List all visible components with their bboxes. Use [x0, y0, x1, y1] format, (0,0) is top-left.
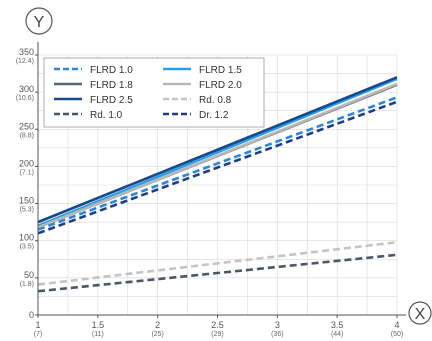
legend-label: FLRD 1.0: [90, 65, 133, 76]
series-lines: [37, 76, 398, 293]
series-line: [37, 96, 398, 231]
legend-label: Rd. 0.8: [199, 95, 232, 106]
tick-labels: 0 50(1.8) 100(3.5) 150(5.3) 200(7.1) 250(8.8)…: [16, 47, 404, 338]
y-tick-sublabel: (7.1): [20, 169, 34, 176]
series-line: [37, 82, 398, 229]
legend: FLRD 1.0 FLRD 1.5 FLRD 1.8 FLRD 2.0 FLRD 2.5…: [43, 57, 265, 128]
x-tick-label: 2: [155, 320, 160, 330]
x-tick-label: 1.5: [92, 320, 105, 330]
y-tick-label: 150: [19, 196, 34, 206]
series-line: [37, 76, 398, 224]
y-tick-sublabel: (8.8): [20, 132, 34, 139]
x-tick-label: 1: [35, 320, 40, 330]
x-tick-sublabel: (44): [331, 331, 343, 338]
y-tick-label: 200: [19, 158, 34, 168]
x-axis-letter: X: [415, 306, 426, 323]
x-tick-sublabel: (25): [151, 331, 163, 338]
legend-label: FLRD 2.0: [199, 80, 242, 91]
x-tick-sublabel: (50): [391, 331, 403, 338]
y-tick-sublabel: (5.3): [20, 207, 34, 214]
y-tick-sublabel: (3.5): [20, 244, 34, 251]
x-tick-label: 4: [394, 320, 399, 330]
y-axis-letter: Y: [34, 14, 45, 31]
y-axis-circle: [25, 7, 53, 35]
x-axis-circle: [408, 301, 432, 325]
x-tick-sublabel: (36): [271, 331, 283, 338]
legend-label: Dr. 1.2: [199, 110, 229, 121]
y-tick-sublabel: (10.6): [16, 95, 34, 102]
series-line: [37, 253, 398, 293]
series-line: [37, 77, 398, 228]
x-tick-sublabel: (11): [92, 331, 104, 338]
y-tick-sublabel: (12.4): [16, 58, 34, 65]
x-axis-marker: X: [408, 301, 432, 325]
y-axis-marker: Y: [25, 7, 53, 35]
series-line: [37, 100, 398, 235]
x-tick-label: 3.5: [331, 320, 344, 330]
series-line: [37, 240, 398, 286]
y-tick-sublabel: (1.8): [20, 281, 34, 288]
y-tick-label: 50: [24, 270, 34, 280]
x-tick-label: 3: [275, 320, 280, 330]
y-tick-label: 300: [19, 84, 34, 94]
legend-label: FLRD 2.5: [90, 95, 133, 106]
legend-label: FLRD 1.8: [90, 80, 133, 91]
y-tick-label: 350: [19, 47, 34, 57]
y-tick-label: 100: [19, 233, 34, 243]
x-tick-label: 2.5: [211, 320, 224, 330]
legend-label: FLRD 1.5: [199, 65, 242, 76]
x-tick-sublabel: (29): [211, 331, 223, 338]
legend-label: Rd. 1.0: [90, 110, 123, 121]
y-tick-label: 250: [19, 121, 34, 131]
legend-box: [43, 57, 265, 128]
x-tick-sublabel: (7): [34, 331, 43, 338]
y-tick-label: 0: [29, 310, 34, 320]
